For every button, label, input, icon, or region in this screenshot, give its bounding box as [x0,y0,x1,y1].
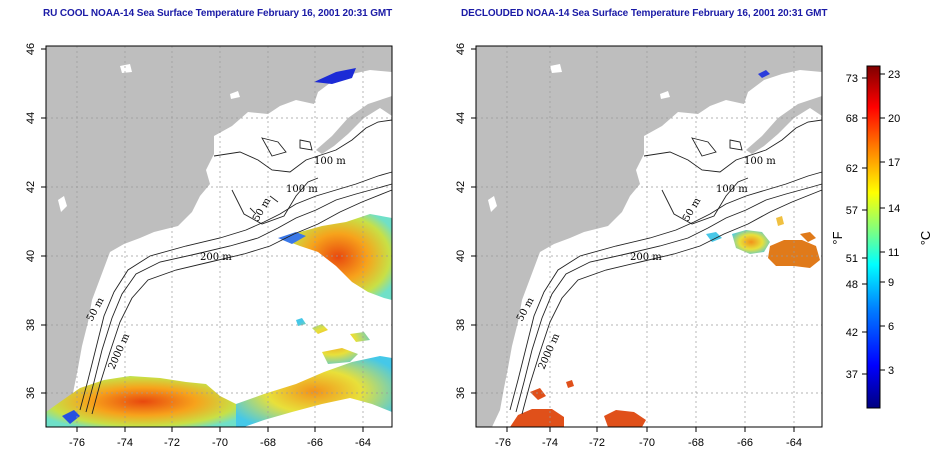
y-tick-label: 46 [455,43,467,55]
left-sst-gulfstream [284,214,392,300]
x-tick-label: -70 [212,437,228,449]
right-land [476,46,822,427]
celsius-tick: 3 [888,365,894,377]
contour-label: 200 m [200,252,232,263]
left-nova-scotia [316,96,392,154]
celsius-tick: 20 [888,113,900,125]
celsius-tick: 17 [888,157,900,169]
right-map-title: DECLOUDED NOAA-14 Sea Surface Temperatur… [461,8,828,19]
contour-label: 100 m [314,156,346,167]
celsius-tick: 9 [888,277,894,289]
fahrenheit-tick: 73 [846,73,858,85]
left-map-panel: 100 m 100 m 50 m 200 m 50 m 2000 m -76 -… [25,43,393,449]
right-map-panel: 100 m 100 m 50 m 200 m 50 m 2000 m -76 -… [455,43,823,449]
contour-label: 100 m [286,184,318,195]
fahrenheit-tick: 57 [846,205,858,217]
celsius-tick: 23 [888,69,900,81]
x-tick-label: -66 [307,437,323,449]
right-bathymetry-contours [509,119,823,415]
x-tick-label: -68 [688,437,704,449]
celsius-tick: 6 [888,321,894,333]
x-tick-label: -70 [639,437,655,449]
y-tick-label: 46 [25,43,37,55]
right-nova-scotia [746,96,822,154]
y-tick-label: 40 [25,250,37,262]
x-tick-label: -76 [495,437,511,449]
left-map-title: RU COOL NOAA-14 Sea Surface Temperature … [43,8,393,19]
x-tick-label: -66 [737,437,753,449]
fahrenheit-tick: 68 [846,113,858,125]
contour-label: 100 m [716,184,748,195]
y-tick-label: 44 [455,112,467,124]
fahrenheit-tick: 48 [846,279,858,291]
temperature-colorbar: 73 68 62 57 51 48 42 37 23 20 17 14 11 9… [830,65,933,409]
y-tick-label: 38 [455,319,467,331]
y-tick-label: 36 [25,387,37,399]
fahrenheit-tick: 37 [846,369,858,381]
fahrenheit-tick: 51 [846,253,858,265]
x-tick-label: -76 [69,437,85,449]
x-tick-label: -64 [786,437,802,449]
y-tick-label: 40 [455,250,467,262]
x-tick-label: -68 [260,437,276,449]
fahrenheit-tick: 42 [846,327,858,339]
x-tick-label: -72 [164,437,180,449]
celsius-tick: 14 [888,203,900,215]
left-land [46,46,392,427]
y-tick-label: 44 [25,112,37,124]
y-tick-label: 42 [25,181,37,193]
y-tick-label: 42 [455,181,467,193]
fahrenheit-unit-label: °F [830,231,845,244]
y-tick-label: 36 [455,387,467,399]
x-tick-label: -74 [117,437,133,449]
celsius-unit-label: °C [918,231,933,246]
y-tick-label: 38 [25,319,37,331]
left-bathymetry-contours [79,119,393,415]
contour-label: 200 m [630,252,662,263]
colorbar-gradient [866,65,881,409]
fahrenheit-tick: 62 [846,163,858,175]
contour-label: 100 m [744,156,776,167]
x-tick-label: -72 [589,437,605,449]
x-tick-label: -74 [542,437,558,449]
x-tick-label: -64 [355,437,371,449]
celsius-tick: 11 [888,247,899,259]
